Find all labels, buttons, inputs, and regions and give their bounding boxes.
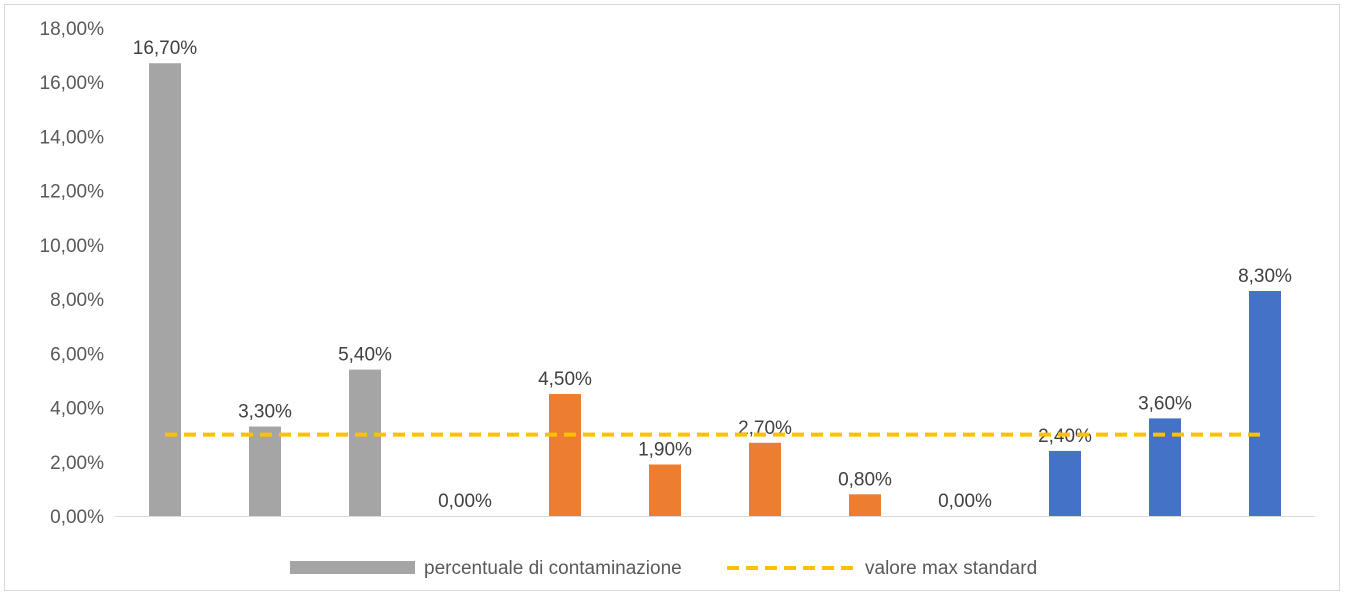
bar-chart: 0,00% 2,00% 4,00% 6,00% 8,00% 10,00% 12,00% 14,…: [40, 19, 1315, 579]
legend-swatch-contaminazione: [290, 561, 415, 574]
y-tick-label: 2,00%: [50, 453, 104, 474]
bar: [1049, 450, 1081, 516]
bar-value-label: 1,90%: [638, 439, 692, 460]
bar-value-label: 3,60%: [1138, 393, 1192, 414]
bar-value-label: 16,70%: [133, 38, 198, 59]
y-tick-label: 16,00%: [40, 73, 105, 94]
bar-value-label: 5,40%: [338, 345, 392, 366]
legend-label-valore-max: valore max standard: [865, 558, 1037, 579]
bar: [349, 369, 381, 516]
bar-value-label: 8,30%: [1238, 266, 1292, 287]
y-tick-label: 14,00%: [40, 127, 105, 148]
bar-value-label: 3,30%: [238, 402, 292, 423]
bar-value-label: 0,00%: [938, 491, 992, 512]
bar: [549, 394, 581, 516]
y-tick-label: 0,00%: [50, 507, 104, 528]
bar-value-label: 4,50%: [538, 369, 592, 390]
bar: [149, 63, 181, 516]
bar: [249, 426, 281, 516]
y-tick-label: 6,00%: [50, 344, 104, 365]
data-labels: 16,70%3,30%5,40%0,00%4,50%1,90%2,70%0,80…: [133, 38, 1292, 512]
y-tick-label: 10,00%: [40, 236, 105, 257]
bar: [849, 494, 881, 516]
y-tick-label: 8,00%: [50, 290, 104, 311]
y-tick-label: 4,00%: [50, 399, 104, 420]
legend-label-contaminazione: percentuale di contaminazione: [424, 558, 682, 579]
bar-value-label: 0,80%: [838, 469, 892, 490]
y-axis-tick-labels: 0,00% 2,00% 4,00% 6,00% 8,00% 10,00% 12,00% 14,…: [40, 19, 105, 528]
y-tick-label: 18,00%: [40, 19, 105, 40]
bar: [1249, 290, 1281, 516]
y-tick-label: 12,00%: [40, 182, 105, 203]
bar: [749, 442, 781, 516]
bar-value-label: 0,00%: [438, 491, 492, 512]
chart-frame: 0,00% 2,00% 4,00% 6,00% 8,00% 10,00% 12,00% 14,…: [4, 4, 1340, 591]
bar: [649, 464, 681, 516]
bars: [149, 63, 1281, 516]
legend: percentuale di contaminazione valore max…: [290, 558, 1037, 579]
